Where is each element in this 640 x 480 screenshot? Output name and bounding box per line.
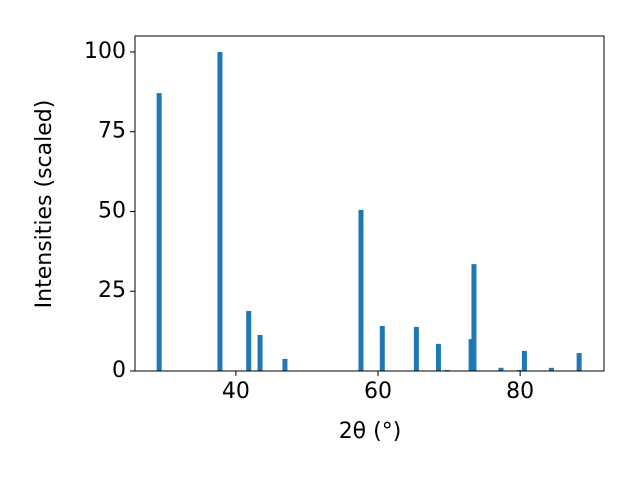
x-tick-label: 60 <box>364 379 392 404</box>
x-axis-label: 2θ (°) <box>339 419 402 444</box>
bar <box>156 93 162 371</box>
bar <box>521 350 527 371</box>
bar <box>257 334 263 371</box>
bar <box>498 367 504 371</box>
bar <box>471 264 477 371</box>
bar <box>413 326 419 371</box>
y-axis-label: Intensities (scaled) <box>32 100 57 309</box>
bar <box>576 353 582 371</box>
y-tick-label: 50 <box>98 198 126 223</box>
x-tick-label: 80 <box>506 379 534 404</box>
bar <box>217 51 223 371</box>
bar <box>435 343 441 371</box>
y-tick-label: 25 <box>98 278 126 303</box>
y-tick-label: 100 <box>84 39 126 64</box>
bar <box>379 326 385 371</box>
plot-frame <box>134 35 605 372</box>
bar <box>548 367 554 371</box>
x-tick-label: 40 <box>222 379 250 404</box>
bar <box>246 311 252 371</box>
y-tick-label: 0 <box>112 358 126 383</box>
y-tick-label: 75 <box>98 119 126 144</box>
bar <box>282 358 288 371</box>
bar <box>358 209 364 371</box>
bar <box>468 339 474 371</box>
